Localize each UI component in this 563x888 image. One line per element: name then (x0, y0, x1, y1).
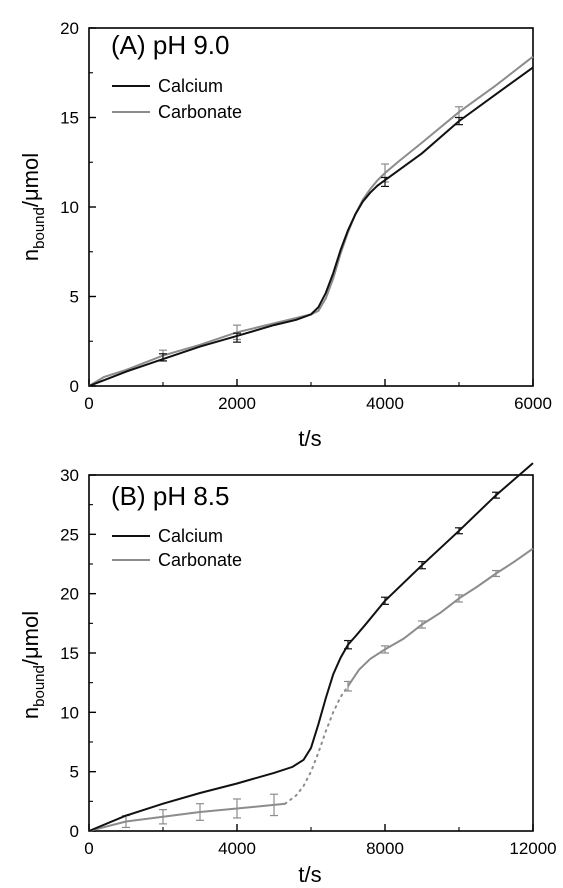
panel-b: (B) pH 8.5 Calcium Carbonate t/s nbound/… (18, 462, 557, 887)
series-carbonate-error-bar (381, 645, 389, 654)
x-tick-label: 6000 (514, 394, 552, 413)
series-carbonate-error-bar (344, 680, 352, 692)
panel-a-legend: Calcium Carbonate (112, 76, 242, 122)
x-tick-label: 4000 (218, 839, 256, 858)
series-carbonate-dotted-line (284, 685, 349, 805)
series-carbonate-error-bar (455, 106, 463, 119)
series-calcium-error-bar (418, 561, 426, 570)
x-tick-label: 12000 (509, 839, 556, 858)
panel-b-ylabel: nbound/μmol (18, 611, 48, 719)
y-tick-label: 15 (60, 109, 79, 128)
x-tick-label: 0 (84, 394, 93, 413)
series-calcium-error-bar (455, 527, 463, 535)
series-calcium-line (88, 462, 534, 832)
series-carbonate-error-bar (492, 569, 500, 578)
y-tick-label: 15 (60, 644, 79, 663)
y-tick-label: 20 (60, 585, 79, 604)
plot-frame (88, 474, 534, 832)
series-carbonate-tail-line (347, 547, 534, 687)
series-carbonate-error-bar (270, 793, 278, 817)
y-tick-label: 10 (60, 198, 79, 217)
panel-b-title: (B) pH 8.5 (111, 481, 230, 511)
panel-b-xlabel: t/s (298, 862, 321, 887)
x-tick-label: 8000 (366, 839, 404, 858)
y-tick-label: 10 (60, 703, 79, 722)
y-tick-label: 30 (60, 466, 79, 485)
series-calcium-error-bar (344, 639, 352, 650)
panel-b-legend: Calcium Carbonate (112, 526, 242, 570)
series-calcium-error-bar (159, 353, 167, 362)
panel-a-title: (A) pH 9.0 (111, 30, 230, 60)
series-calcium-error-bar (233, 332, 241, 343)
series-carbonate-error-bar (233, 798, 241, 819)
series-carbonate-error-bar (418, 620, 426, 629)
series-calcium-error-bar (381, 176, 389, 188)
series-carbonate-error-bar (159, 809, 167, 825)
y-tick-label: 20 (60, 19, 79, 38)
series-carbonate-error-bar (455, 594, 463, 603)
series-carbonate-error-bar (196, 803, 204, 821)
panel-a-ylabel: nbound/μmol (18, 153, 48, 261)
y-tick-label: 25 (60, 525, 79, 544)
y-tick-label: 0 (70, 377, 79, 396)
plot-frame (88, 27, 534, 387)
legend-carbonate-label: Carbonate (158, 550, 242, 570)
y-tick-label: 5 (70, 288, 79, 307)
x-tick-label: 0 (84, 839, 93, 858)
series-calcium-error-bar (455, 116, 463, 126)
legend-carbonate-label: Carbonate (158, 102, 242, 122)
series-carbonate-line (88, 802, 286, 832)
panel-a: (A) pH 9.0 Calcium Carbonate t/s nbound/… (18, 19, 552, 451)
legend-calcium-label: Calcium (158, 76, 223, 96)
series-calcium-line (88, 66, 534, 387)
series-calcium-error-bar (492, 491, 500, 499)
series-carbonate-line (88, 55, 534, 387)
series-calcium-error-bar (381, 596, 389, 605)
panel-a-xlabel: t/s (298, 426, 321, 451)
y-tick-label: 0 (70, 822, 79, 841)
x-tick-label: 2000 (218, 394, 256, 413)
x-tick-label: 4000 (366, 394, 404, 413)
legend-calcium-label: Calcium (158, 526, 223, 546)
y-tick-label: 5 (70, 763, 79, 782)
